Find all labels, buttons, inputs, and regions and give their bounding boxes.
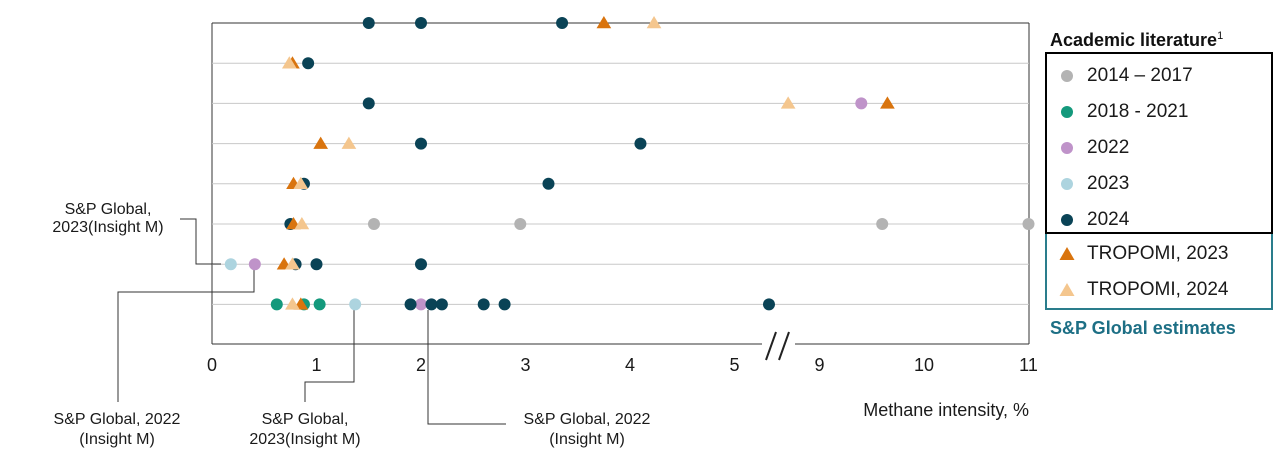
point-2014-2017 — [514, 218, 527, 230]
legend-label: 2024 — [1087, 209, 1130, 230]
point-2024 — [415, 258, 427, 271]
x-tick-label: 1 — [311, 355, 321, 375]
legend-label: 2014 – 2017 — [1087, 65, 1193, 86]
annotation-label: S&P Global, 2022 — [54, 411, 181, 428]
annotation-leader-line — [117, 270, 255, 402]
annotation-label: (Insight M) — [79, 431, 155, 448]
point-2014-2017 — [367, 218, 380, 230]
annotation-label: 2023(Insight M) — [249, 431, 360, 448]
point-2024 — [542, 177, 555, 190]
axis-break-mark — [778, 331, 790, 361]
x-tick-label: 11 — [1019, 355, 1038, 375]
legend-marker — [1047, 130, 1087, 166]
point-2024 — [310, 258, 323, 271]
point-2024 — [634, 137, 647, 150]
x-tick-label: 10 — [914, 355, 934, 375]
annotation-label: S&P Global, 2022 — [524, 411, 651, 428]
x-tick-label: 4 — [625, 355, 635, 375]
point-tropomi-2024 — [646, 16, 662, 29]
x-tick-label: 2 — [416, 355, 426, 375]
legend-label: 2023 — [1087, 173, 1130, 194]
legend-item: 2023 — [1047, 166, 1271, 202]
legend-item: 2024 — [1047, 202, 1271, 238]
methane-intensity-chart: 0 1 2 3 4 5 9 10 11 Methane intensity, % S&P Globa… — [52, 16, 1038, 448]
legend-label: TROPOMI, 2023 — [1087, 243, 1229, 264]
point-2018-2021 — [313, 298, 326, 311]
point-tropomi-2023 — [880, 96, 895, 109]
annotation-label: S&P Global, — [262, 411, 349, 428]
point-2024 — [302, 57, 315, 70]
legend-marker — [1047, 272, 1087, 308]
annotation-leader-line — [180, 218, 221, 265]
point-2022 — [248, 258, 261, 271]
x-tick-label: 9 — [814, 355, 824, 375]
point-2024 — [415, 17, 427, 29]
legend-item: TROPOMI, 2023 — [1047, 236, 1271, 272]
legend-sp-global-box: TROPOMI, 2023 TROPOMI, 2024 — [1045, 234, 1273, 310]
point-2014-2017 — [876, 218, 889, 230]
point-2024 — [425, 298, 438, 311]
legend-marker — [1047, 202, 1087, 238]
point-2024 — [415, 137, 427, 150]
point-tropomi-2024 — [281, 56, 297, 69]
legend-label: TROPOMI, 2024 — [1087, 279, 1229, 300]
point-2022 — [415, 298, 427, 311]
point-tropomi-2024 — [341, 136, 357, 149]
legend-label: 2022 — [1087, 137, 1130, 158]
point-2018-2021 — [270, 298, 283, 311]
x-axis-label: Methane intensity, % — [863, 400, 1029, 420]
legend-item: 2018 - 2021 — [1047, 94, 1271, 130]
point-tropomi-2023 — [596, 16, 612, 29]
annotation-label: 2023(Insight M) — [52, 219, 163, 236]
annotation-label: (Insight M) — [549, 431, 625, 448]
legend: Academic literature1 2014 – 2017 2018 - 2… — [1045, 20, 1275, 339]
point-tropomi-2023 — [313, 136, 329, 149]
point-2014-2017 — [1022, 218, 1035, 230]
point-2024 — [362, 97, 375, 110]
point-2024 — [762, 298, 775, 311]
annotation-leader-line — [427, 310, 506, 425]
legend-label: 2018 - 2021 — [1087, 101, 1189, 122]
x-tick-label: 3 — [520, 355, 530, 375]
point-tropomi-2024 — [294, 217, 310, 230]
x-tick-label: 5 — [729, 355, 739, 375]
legend-marker — [1047, 58, 1087, 94]
point-2024 — [362, 17, 375, 29]
point-tropomi-2024 — [285, 297, 300, 310]
legend-academic-box: 2014 – 2017 2018 - 2021 2022 2023 2024 — [1045, 52, 1273, 234]
axis-break-mark — [765, 331, 777, 361]
legend-item: TROPOMI, 2024 — [1047, 272, 1271, 308]
legend-sp-global-label: S&P Global estimates — [1050, 318, 1236, 338]
annotation-label: S&P Global, — [65, 201, 152, 218]
legend-item: 2014 – 2017 — [1047, 58, 1271, 94]
legend-title: Academic literature1 — [1050, 30, 1224, 50]
point-2024 — [477, 298, 490, 311]
point-2024 — [498, 298, 511, 311]
point-2024 — [435, 298, 448, 311]
legend-marker — [1047, 236, 1087, 272]
point-2023 — [224, 258, 237, 271]
legend-marker — [1047, 94, 1087, 130]
point-2023 — [349, 298, 362, 311]
legend-item: 2022 — [1047, 130, 1271, 166]
point-2022 — [855, 97, 868, 110]
point-tropomi-2024 — [293, 176, 309, 190]
legend-marker — [1047, 166, 1087, 202]
x-tick-label: 0 — [207, 355, 217, 375]
point-2024 — [404, 298, 417, 311]
point-2024 — [556, 17, 569, 29]
point-tropomi-2024 — [780, 96, 796, 109]
annotation-leader-line — [304, 310, 355, 402]
point-tropomi-2024 — [285, 257, 300, 270]
